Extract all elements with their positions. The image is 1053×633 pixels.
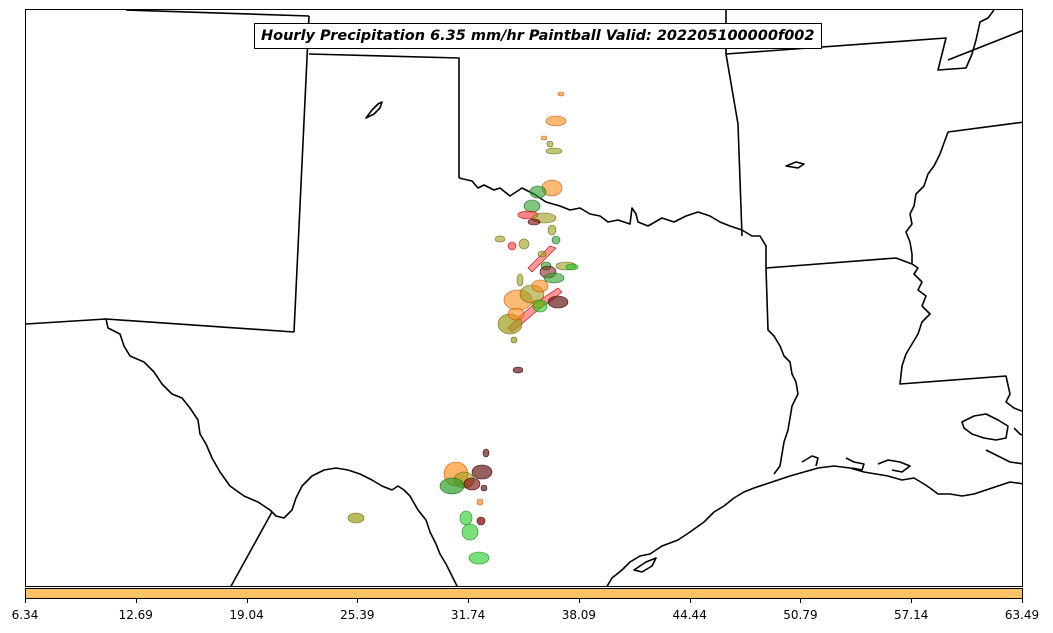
- boundary-line: [765, 267, 799, 475]
- colorbar-tick-label: 57.14: [894, 608, 929, 622]
- boundary-line: [785, 161, 805, 169]
- colorbar-tick: [25, 599, 26, 603]
- colorbar-tick: [135, 599, 137, 603]
- boundary-line: [308, 53, 460, 178]
- precip-blob: [480, 484, 488, 492]
- boundary-line: [899, 263, 1022, 413]
- boundary-line: [947, 121, 1022, 133]
- boundary-line: [905, 131, 949, 264]
- boundary-line: [230, 511, 273, 586]
- precip-blob: [459, 510, 473, 526]
- boundary-line: [606, 465, 1022, 586]
- colorbar-tick: [1022, 599, 1023, 603]
- colorbar-ticks: 6.34 12.69 19.04 25.39 31.74 38.09 44.44 50.79 5…: [0, 599, 1053, 633]
- precip-blob: [461, 523, 479, 541]
- precip-blob: [516, 273, 524, 287]
- boundary-line: [293, 15, 310, 333]
- map-title: Hourly Precipitation 6.35 mm/hr Paintbal…: [254, 23, 822, 49]
- colorbar-tick-label: 12.69: [118, 608, 153, 622]
- precip-blob: [546, 140, 554, 148]
- boundary-line: [985, 449, 1022, 465]
- boundary-line: [947, 29, 1022, 61]
- boundary-line: [961, 413, 1009, 441]
- precip-streak: [527, 245, 557, 273]
- precip-blob: [347, 512, 365, 524]
- precip-blob: [540, 135, 548, 141]
- boundary-line: [1013, 427, 1022, 436]
- colorbar-tick-label: 25.39: [340, 608, 375, 622]
- precip-blob: [507, 307, 525, 321]
- precip-blob: [547, 224, 557, 236]
- map-panel: Hourly Precipitation 6.35 mm/hr Paintbal…: [25, 9, 1023, 587]
- boundary-line: [633, 557, 657, 573]
- precip-blob: [494, 235, 506, 243]
- precip-blob: [523, 199, 541, 213]
- boundary-line: [877, 459, 911, 473]
- precip-blob: [463, 477, 481, 491]
- precip-blob: [565, 263, 579, 271]
- colorbar-tick: [246, 599, 248, 603]
- colorbar-tick-label: 6.34: [11, 608, 39, 622]
- precip-blob: [537, 250, 547, 258]
- boundary-line: [125, 10, 310, 17]
- colorbar-tick: [357, 599, 359, 603]
- colorbar-tick-label: 50.79: [783, 608, 818, 622]
- boundary-line: [26, 318, 295, 333]
- colorbar-tick-label: 31.74: [450, 608, 486, 622]
- precip-blob: [439, 477, 465, 495]
- precip-blob: [512, 366, 524, 374]
- colorbar-tick: [578, 599, 580, 603]
- precip-blob: [545, 147, 563, 155]
- precip-blob: [476, 498, 484, 506]
- colorbar-tick: [800, 599, 802, 603]
- boundary-line: [801, 455, 819, 467]
- boundary-line: [725, 10, 995, 71]
- colorbar-tick: [468, 599, 470, 603]
- precip-blob: [507, 241, 517, 251]
- boundary-line: [765, 257, 913, 269]
- precip-blob: [547, 295, 569, 309]
- colorbar-tick-label: 38.09: [561, 608, 597, 622]
- colorbar-tick-label: 19.04: [229, 608, 264, 622]
- precip-blob: [476, 516, 486, 526]
- colorbar-tick-label: 63.49: [1004, 608, 1040, 622]
- boundary-line: [105, 318, 458, 586]
- colorbar-tick: [911, 599, 913, 603]
- precip-blob: [468, 551, 490, 565]
- precip-blob: [510, 336, 518, 344]
- precip-blob: [543, 272, 565, 284]
- precip-blob: [529, 185, 547, 199]
- precipitation-paintball: [347, 91, 579, 565]
- precip-blob: [471, 464, 493, 480]
- boundary-line: [845, 457, 865, 471]
- colorbar-tick-label: 44.44: [672, 608, 707, 622]
- precip-blob: [532, 299, 548, 313]
- boundary-line: [365, 101, 383, 119]
- precip-blob: [527, 218, 541, 226]
- precip-blob: [557, 91, 565, 97]
- boundary-line: [458, 177, 767, 268]
- colorbar: [25, 588, 1023, 599]
- precip-blob: [482, 448, 490, 458]
- colorbar-tick: [689, 599, 691, 603]
- precip-blob: [551, 235, 561, 245]
- precip-blob: [545, 115, 567, 127]
- precip-blob: [518, 238, 530, 250]
- map-canvas: [26, 10, 1022, 586]
- precip-blob: [531, 279, 549, 293]
